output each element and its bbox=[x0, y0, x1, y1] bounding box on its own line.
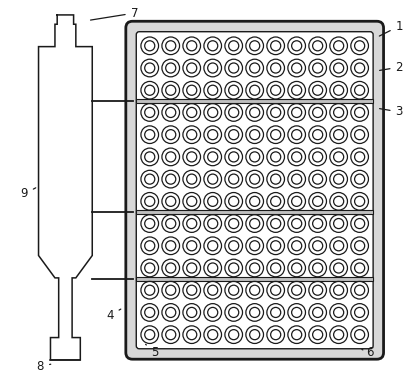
FancyBboxPatch shape bbox=[136, 32, 373, 349]
Text: 6: 6 bbox=[362, 346, 373, 359]
Text: 1: 1 bbox=[379, 20, 403, 36]
Text: 3: 3 bbox=[380, 106, 403, 118]
Text: 7: 7 bbox=[91, 7, 138, 20]
Text: 8: 8 bbox=[37, 360, 51, 373]
Text: 9: 9 bbox=[20, 188, 36, 200]
Text: 4: 4 bbox=[107, 309, 121, 322]
Text: 5: 5 bbox=[145, 344, 158, 359]
Text: 2: 2 bbox=[380, 61, 403, 73]
Bar bbox=[136, 210, 374, 214]
FancyBboxPatch shape bbox=[126, 21, 384, 359]
Bar bbox=[136, 277, 374, 281]
Bar bbox=[136, 99, 374, 103]
